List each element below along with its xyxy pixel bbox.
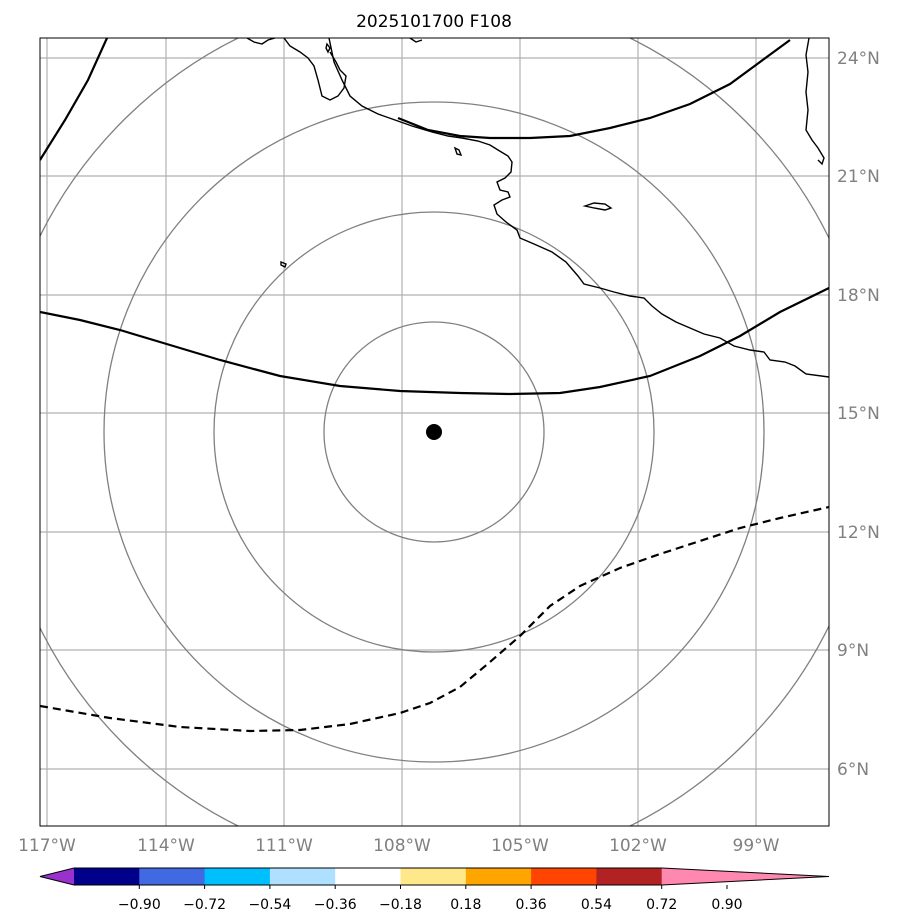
colorbar-tick-label: −0.72 [183,897,226,913]
lon-tick-label: 105°W [491,836,549,856]
colorbar-tick-label: −0.90 [118,897,161,913]
lat-tick-label: 12°N [837,523,880,543]
range-rings [40,38,829,826]
coastline-baja-tip [246,38,347,101]
island-small [325,42,331,54]
colorbar-tick-label: −0.36 [314,897,357,913]
colorbar-tick-label: −0.18 [379,897,422,913]
colorbar-segment [400,868,467,885]
lon-tick-label: 99°W [733,836,780,856]
contour-solid-northwest [40,38,109,161]
coastline-inlet [409,38,423,43]
colorbar-segment [74,868,140,885]
colorbar-outline [39,867,830,886]
contour-solid-north [397,39,791,140]
colorbar-segment [596,868,663,885]
island-lagoon [582,202,613,211]
colorbar-segment [465,868,532,885]
lon-tick-label: 108°W [373,836,431,856]
range-ring-3 [103,101,765,763]
colorbar-tick-label: 0.90 [711,897,742,913]
contour-solid-middle [40,287,829,396]
contours [40,38,829,733]
longitude-tick-labels: 117°W 114°W 111°W 108°W 105°W 102°W 99°W [18,836,780,856]
colorbar-extend-low [40,868,74,885]
island-socorro [280,260,287,268]
range-ring-2 [213,211,655,653]
lat-tick-label: 15°N [837,404,880,424]
lat-tick-label: 21°N [837,167,880,187]
lat-tick-label: 24°N [837,49,880,69]
gridlines [40,38,829,826]
colorbar-segment [204,868,271,885]
colorbar-tick-label: −0.54 [248,897,291,913]
center-marker [426,424,442,440]
colorbar-segment [335,868,401,885]
colorbar-extend-high [661,868,829,885]
map-area [40,38,829,826]
map-frame [39,37,830,827]
lat-tick-label: 9°N [837,641,869,661]
lon-tick-label: 111°W [255,836,313,856]
colorbar-tick-label: 0.72 [646,897,677,913]
colorbar-tick-label: 0.36 [516,897,547,913]
lat-tick-label: 18°N [837,286,880,306]
colorbar-segment [269,868,336,885]
colorbar: −0.90 −0.72 −0.54 −0.36 −0.18 0.18 0.36 0.54 0.7… [39,867,830,913]
range-ring-1 [323,321,545,543]
colorbar-segment [531,868,597,885]
coastlines [246,38,829,378]
colorbar-tick-label: 0.18 [450,897,481,913]
lon-tick-label: 102°W [609,836,667,856]
map-title: 2025101700 F108 [356,12,512,32]
colorbar-tick-label: 0.54 [581,897,612,913]
island-maria [453,146,463,157]
lon-tick-label: 117°W [18,836,76,856]
lat-tick-label: 6°N [837,760,869,780]
latitude-tick-labels: 24°N 21°N 18°N 15°N 12°N 9°N 6°N [837,49,880,780]
contour-dashed-south [40,505,829,733]
lon-tick-label: 114°W [137,836,195,856]
coastline-mainland [328,38,829,378]
colorbar-segment [139,868,206,885]
coastline-east [805,38,825,166]
